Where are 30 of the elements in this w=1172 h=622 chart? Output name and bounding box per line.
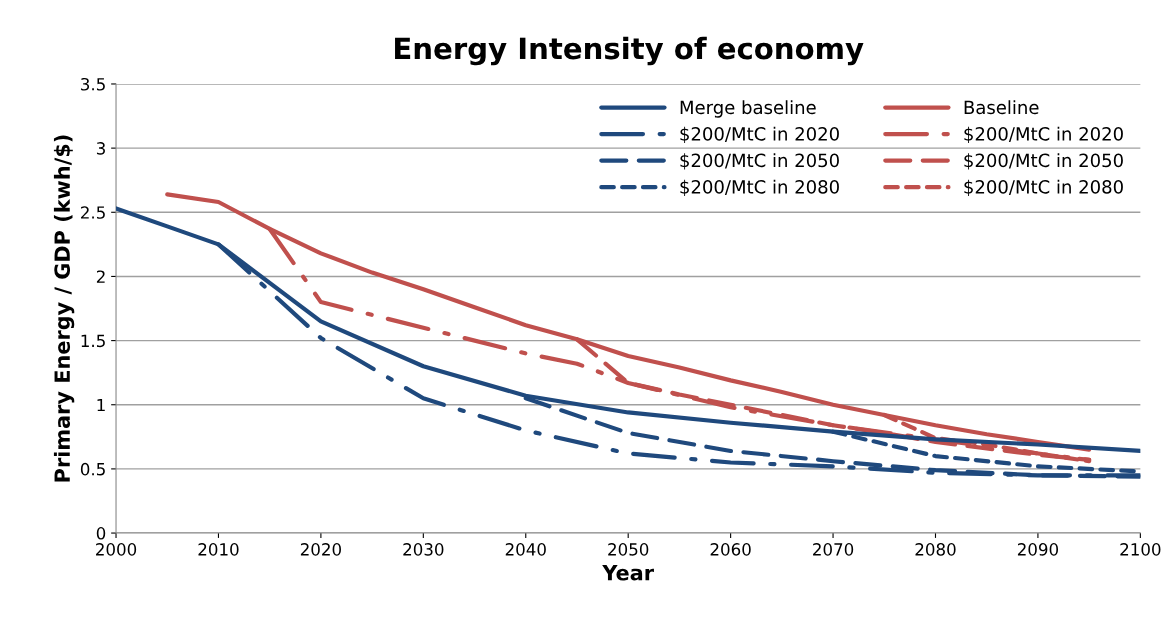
x-tick-label: 2060 <box>710 543 751 556</box>
chart-title: Energy Intensity of economy <box>395 36 864 66</box>
x-tick-label: 2040 <box>505 543 546 556</box>
x-tick-label: 2070 <box>813 543 854 556</box>
y-tick-label: 0 <box>96 527 106 540</box>
x-tick-label: 2020 <box>300 543 341 556</box>
legend-label: $200/MtC in 2020 <box>680 126 839 144</box>
y-tick-label: 0.5 <box>80 462 105 476</box>
y-tick-label: 2.5 <box>81 206 105 219</box>
y-tick-label: 3.5 <box>81 77 105 91</box>
legend-label: $200/MtC in 2050 <box>680 153 839 170</box>
legend-label: $200/MtC in 2020 <box>964 126 1123 144</box>
y-tick-label: 1 <box>97 398 105 412</box>
x-tick-label: 2000 <box>96 543 137 556</box>
legend-label: $200/MtC in 2080 <box>680 179 839 197</box>
x-axis-title: Year <box>602 565 654 581</box>
x-tick-label: 2080 <box>915 543 956 556</box>
legend-label: $200/MtC in 2080 <box>964 179 1123 197</box>
x-tick-label: 2090 <box>1017 543 1059 556</box>
x-tick-label: 2010 <box>198 543 239 556</box>
y-tick-label: 3 <box>96 142 105 155</box>
y-tick-label: 1.5 <box>81 334 105 348</box>
legend-label: Merge baseline <box>680 100 816 118</box>
legend-label: Baseline <box>964 100 1039 115</box>
y-tick-label: 2 <box>96 270 105 283</box>
legend-label: $200/MtC in 2050 <box>964 153 1123 170</box>
x-tick-label: 2050 <box>608 543 649 556</box>
x-tick-label: 2100 <box>1120 543 1161 556</box>
x-tick-label: 2030 <box>403 543 444 556</box>
y-axis-title: Primary Energy / GDP (kwh/$) <box>53 135 75 482</box>
